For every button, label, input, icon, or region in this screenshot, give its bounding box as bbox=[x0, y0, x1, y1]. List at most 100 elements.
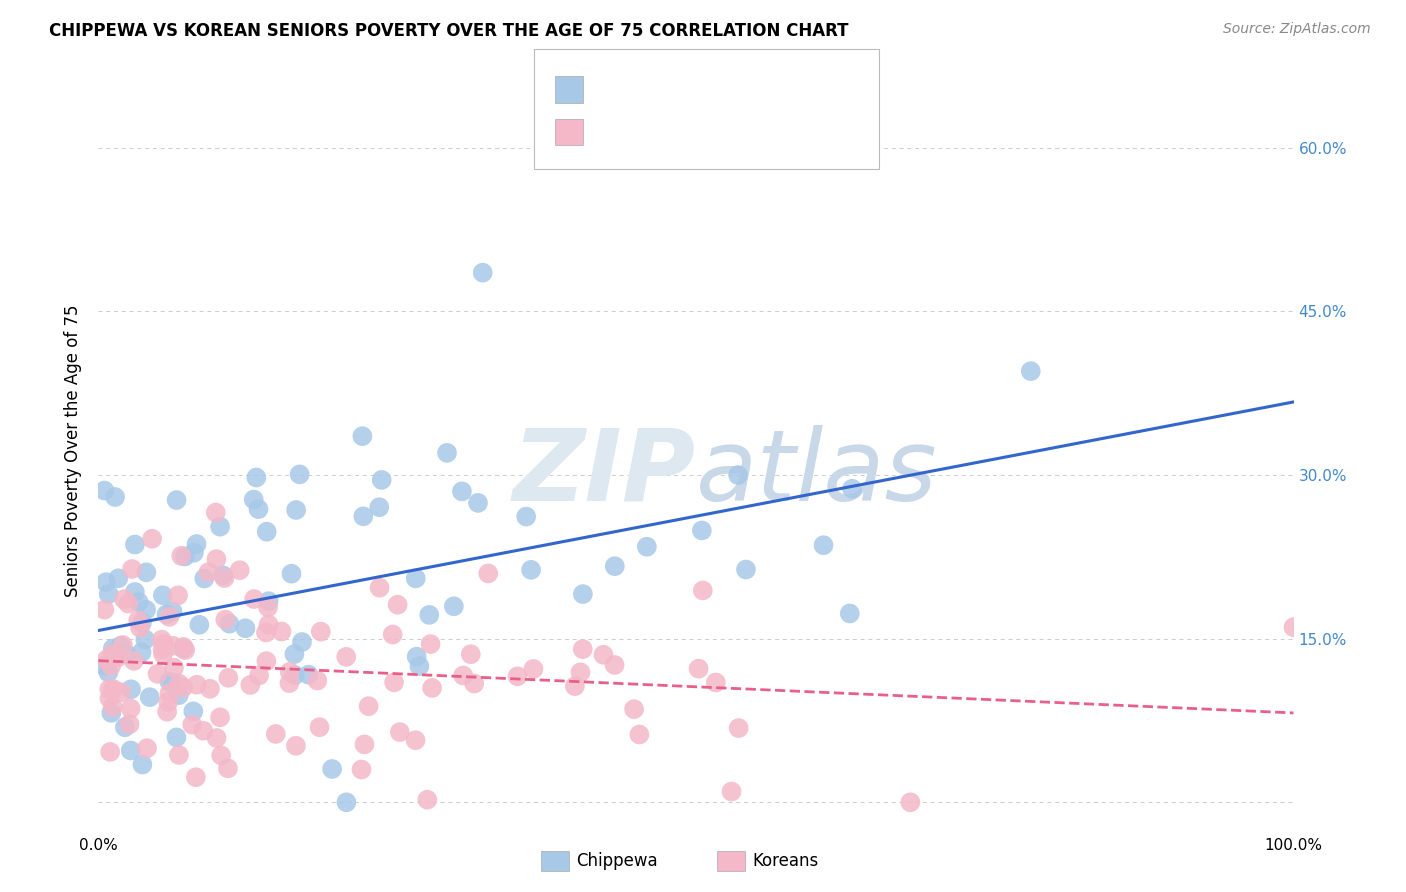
Point bbox=[97, 665, 120, 680]
Text: R =: R = bbox=[595, 122, 634, 140]
Point bbox=[115, 647, 138, 661]
Point bbox=[118, 717, 141, 731]
Point bbox=[103, 681, 125, 696]
Point bbox=[636, 540, 658, 554]
Point bbox=[135, 603, 157, 617]
Point bbox=[278, 676, 301, 690]
Point bbox=[152, 642, 174, 657]
Point bbox=[283, 647, 305, 661]
Point bbox=[170, 549, 193, 563]
Point bbox=[150, 632, 173, 647]
Point bbox=[254, 625, 277, 640]
Point bbox=[288, 467, 311, 482]
Point bbox=[212, 568, 235, 582]
Point bbox=[628, 727, 651, 741]
Point bbox=[257, 594, 280, 608]
Point bbox=[254, 654, 277, 668]
Point bbox=[134, 632, 156, 647]
Point bbox=[335, 795, 357, 809]
Text: atlas: atlas bbox=[696, 425, 938, 522]
Point bbox=[405, 571, 427, 585]
Point bbox=[257, 617, 280, 632]
Point bbox=[186, 678, 208, 692]
Point bbox=[506, 669, 529, 683]
Point bbox=[157, 695, 180, 709]
Point bbox=[135, 566, 157, 580]
Point bbox=[117, 597, 139, 611]
Point bbox=[167, 588, 190, 602]
Point bbox=[278, 665, 301, 679]
Point bbox=[181, 717, 204, 731]
Point bbox=[193, 723, 215, 738]
Point bbox=[131, 615, 153, 630]
Point bbox=[167, 747, 190, 762]
Point bbox=[420, 681, 443, 695]
Point bbox=[124, 537, 146, 551]
Point bbox=[139, 690, 162, 705]
Point bbox=[841, 482, 863, 496]
Text: -0.230: -0.230 bbox=[640, 122, 704, 140]
Point bbox=[174, 643, 197, 657]
Point bbox=[167, 688, 190, 702]
Text: ZIP: ZIP bbox=[513, 425, 696, 522]
Point bbox=[146, 666, 169, 681]
Point bbox=[98, 691, 121, 706]
Point bbox=[114, 720, 136, 734]
Point bbox=[96, 653, 118, 667]
Point bbox=[152, 647, 174, 661]
Point bbox=[110, 639, 132, 653]
Point bbox=[381, 627, 404, 641]
Point bbox=[198, 681, 221, 696]
Point bbox=[515, 509, 537, 524]
Point bbox=[419, 637, 441, 651]
Point bbox=[152, 637, 174, 651]
Point bbox=[443, 599, 465, 614]
Point bbox=[209, 710, 232, 724]
Point bbox=[690, 524, 713, 538]
Y-axis label: Seniors Poverty Over the Age of 75: Seniors Poverty Over the Age of 75 bbox=[65, 304, 83, 597]
Point bbox=[101, 699, 124, 714]
Point bbox=[98, 681, 121, 696]
Point bbox=[214, 613, 236, 627]
Point bbox=[205, 731, 228, 745]
Point bbox=[184, 770, 207, 784]
Point bbox=[291, 635, 314, 649]
Point bbox=[309, 624, 332, 639]
Point bbox=[162, 639, 184, 653]
Point bbox=[193, 572, 215, 586]
Point bbox=[335, 649, 357, 664]
Point bbox=[218, 616, 240, 631]
Point bbox=[93, 483, 115, 498]
Point bbox=[186, 537, 208, 551]
Text: N=: N= bbox=[702, 80, 748, 98]
Point bbox=[97, 587, 120, 601]
Point bbox=[93, 658, 115, 673]
Point bbox=[166, 731, 188, 745]
Point bbox=[98, 745, 121, 759]
Point bbox=[471, 266, 494, 280]
Text: 104: 104 bbox=[747, 122, 785, 140]
Point bbox=[352, 429, 374, 443]
Point bbox=[704, 675, 727, 690]
Point bbox=[522, 662, 544, 676]
Point bbox=[321, 762, 343, 776]
Point bbox=[166, 493, 188, 508]
Point bbox=[264, 727, 287, 741]
Point bbox=[569, 665, 592, 680]
Point bbox=[110, 685, 132, 699]
Point bbox=[124, 585, 146, 599]
Point bbox=[107, 650, 129, 665]
Point bbox=[128, 595, 150, 609]
Point bbox=[270, 624, 292, 639]
Point bbox=[131, 645, 153, 659]
Point bbox=[451, 484, 474, 499]
Point bbox=[405, 733, 427, 747]
Point bbox=[155, 607, 177, 622]
Point bbox=[405, 649, 427, 664]
Point bbox=[101, 641, 124, 656]
Point bbox=[692, 583, 714, 598]
Point bbox=[157, 674, 180, 689]
Text: Chippewa: Chippewa bbox=[576, 852, 658, 870]
Point bbox=[242, 492, 264, 507]
Point bbox=[307, 673, 329, 688]
